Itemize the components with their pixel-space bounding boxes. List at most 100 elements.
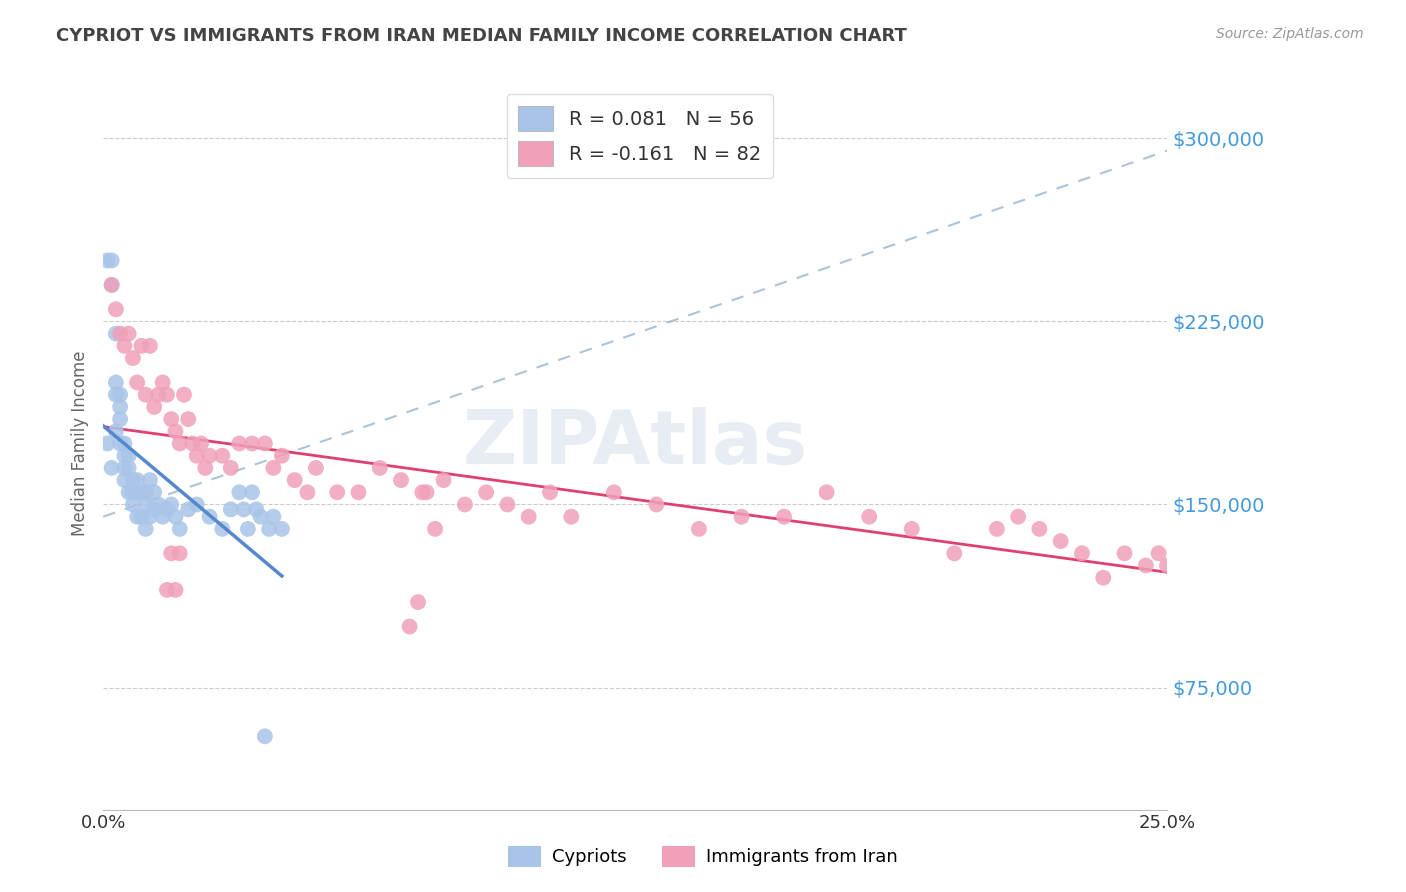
Point [368,461,391,475]
Point [143,502,166,516]
Point [986,522,1008,536]
Point [406,595,429,609]
Point [104,387,127,401]
Point [198,449,221,463]
Point [496,498,519,512]
Text: CYPRIOT VS IMMIGRANTS FROM IRAN MEDIAN FAMILY INCOME CORRELATION CHART: CYPRIOT VS IMMIGRANTS FROM IRAN MEDIAN F… [56,27,907,45]
Point [104,302,127,317]
Point [127,473,149,487]
Point [122,473,145,487]
Point [100,461,122,475]
Point [108,400,131,414]
Point [169,436,191,450]
Point [1225,558,1247,573]
Point [173,387,195,401]
Point [122,498,145,512]
Point [1215,571,1237,585]
Point [165,425,187,439]
Point [100,277,122,292]
Point [194,461,217,475]
Point [232,502,254,516]
Point [122,485,145,500]
Legend: Cypriots, Immigrants from Iran: Cypriots, Immigrants from Iran [501,838,905,874]
Point [156,502,179,516]
Text: ZIPAtlas: ZIPAtlas [463,407,807,480]
Point [415,485,437,500]
Point [112,436,135,450]
Point [156,387,179,401]
Point [249,509,271,524]
Point [1135,558,1157,573]
Point [139,509,162,524]
Point [118,485,141,500]
Point [131,509,153,524]
Point [118,461,141,475]
Point [297,485,319,500]
Point [104,376,127,390]
Point [165,509,187,524]
Point [270,522,292,536]
Point [100,253,122,268]
Point [1049,534,1071,549]
Point [815,485,838,500]
Point [127,485,149,500]
Point [112,339,135,353]
Point [245,502,267,516]
Point [198,509,221,524]
Point [131,485,153,500]
Point [538,485,561,500]
Point [169,522,191,536]
Point [156,582,179,597]
Point [211,449,233,463]
Point [1071,546,1094,560]
Point [253,436,276,450]
Point [131,339,153,353]
Point [900,522,922,536]
Point [688,522,710,536]
Point [517,509,540,524]
Point [1092,571,1115,585]
Point [143,485,166,500]
Point [112,449,135,463]
Point [135,522,157,536]
Point [560,509,582,524]
Point [228,485,250,500]
Point [347,485,370,500]
Point [645,498,668,512]
Point [96,436,118,450]
Point [1164,534,1187,549]
Point [305,461,328,475]
Point [730,509,752,524]
Point [190,436,212,450]
Point [135,485,157,500]
Point [1198,571,1220,585]
Point [100,277,122,292]
Point [262,461,284,475]
Point [240,485,263,500]
Point [423,522,446,536]
Point [160,498,183,512]
Point [127,376,149,390]
Point [165,582,187,597]
Point [108,412,131,426]
Point [433,473,456,487]
Legend: R = 0.081   N = 56, R = -0.161   N = 82: R = 0.081 N = 56, R = -0.161 N = 82 [506,95,773,178]
Point [1147,546,1170,560]
Point [219,502,242,516]
Text: Source: ZipAtlas.com: Source: ZipAtlas.com [1216,27,1364,41]
Point [186,449,208,463]
Point [253,729,276,743]
Point [236,522,259,536]
Point [139,339,162,353]
Point [118,449,141,463]
Point [181,436,204,450]
Point [118,326,141,341]
Point [143,400,166,414]
Point [1156,558,1178,573]
Point [326,485,349,500]
Point [127,509,149,524]
Point [112,461,135,475]
Point [135,498,157,512]
Point [773,509,796,524]
Point [177,412,200,426]
